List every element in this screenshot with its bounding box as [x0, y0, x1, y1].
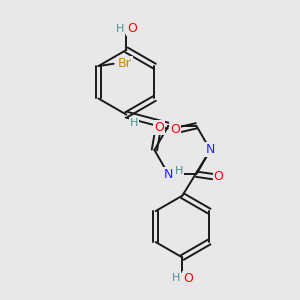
Text: O: O — [127, 22, 137, 35]
Text: O: O — [214, 170, 224, 183]
Text: O: O — [170, 123, 180, 136]
Text: H: H — [130, 118, 138, 128]
Text: H: H — [175, 166, 183, 176]
Text: O: O — [183, 272, 193, 285]
Text: H: H — [172, 273, 180, 283]
Text: N: N — [164, 168, 173, 181]
Text: O: O — [154, 121, 164, 134]
Text: H: H — [116, 24, 124, 34]
Text: N: N — [206, 143, 215, 157]
Text: Br: Br — [118, 57, 132, 70]
